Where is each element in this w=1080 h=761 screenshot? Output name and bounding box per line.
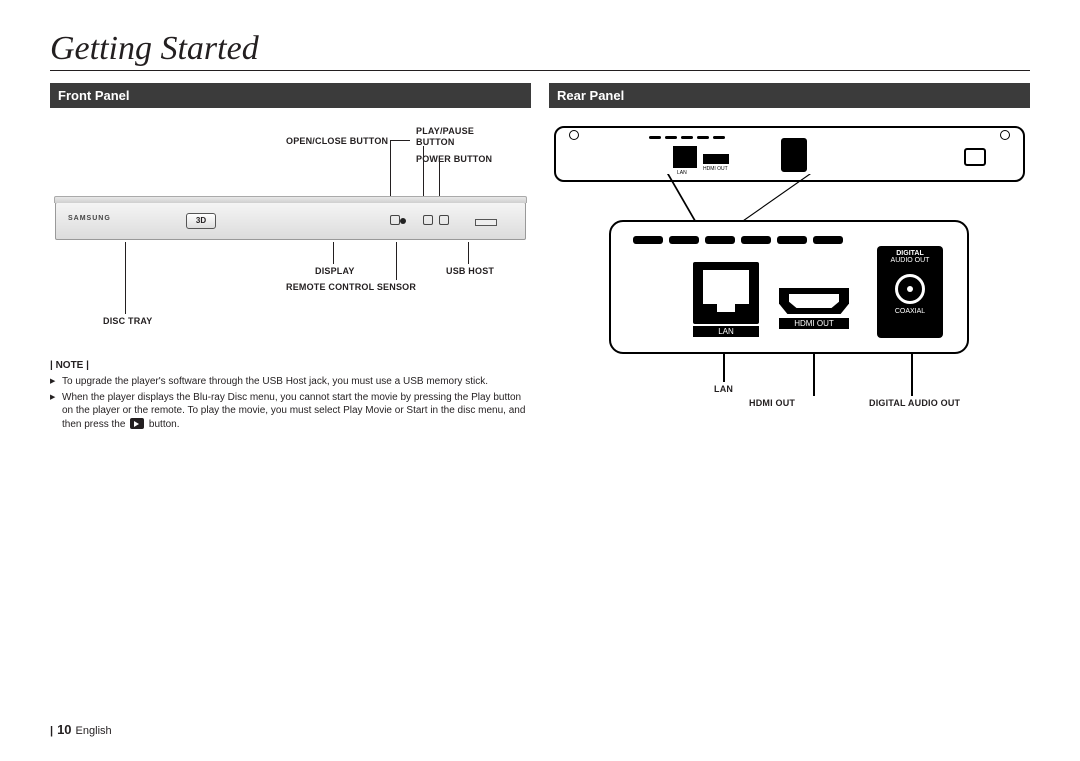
front-panel-diagram: OPEN/CLOSE BUTTON PLAY/PAUSE BUTTON POWE… — [50, 124, 531, 354]
rear-panel-diagram: LAN HDMI OUT LAN HDMI OUT DIGITAL AUD — [549, 124, 1030, 434]
front-panel-column: Front Panel OPEN/CLOSE BUTTON PLAY/PAUSE… — [50, 83, 531, 434]
page-title: Getting Started — [50, 30, 1030, 71]
label-disc-tray: DISC TRAY — [103, 316, 152, 326]
coaxial-jack-icon — [895, 274, 925, 304]
rear-panel-column: Rear Panel LAN HDMI OUT — [549, 83, 1030, 434]
label-open-close: OPEN/CLOSE BUTTON — [286, 136, 388, 146]
lan-port-tag: LAN — [693, 326, 759, 337]
note-heading: | NOTE | — [50, 360, 531, 371]
small-lan-label: LAN — [677, 170, 687, 176]
logo-3d: 3D — [186, 213, 216, 229]
open-close-icon — [390, 215, 400, 225]
label-play-pause-1: PLAY/PAUSE — [416, 126, 474, 136]
screw-icon — [569, 130, 579, 140]
small-audio-port — [781, 138, 807, 172]
hdmi-port-icon — [779, 288, 849, 314]
note-text: To upgrade the player's software through… — [62, 376, 488, 387]
note-item: To upgrade the player's software through… — [50, 375, 531, 389]
small-hdmi-label: HDMI OUT — [703, 166, 728, 172]
audio-label-2: AUDIO OUT — [877, 257, 943, 264]
label-hdmi-out: HDMI OUT — [749, 398, 795, 408]
label-digital-audio-out: DIGITAL AUDIO OUT — [869, 398, 960, 408]
power-icon — [439, 215, 449, 225]
small-lan-port — [673, 146, 697, 168]
label-display: DISPLAY — [315, 266, 355, 276]
lan-port-icon — [693, 262, 759, 324]
front-panel-heading: Front Panel — [50, 83, 531, 108]
ir-sensor-icon — [400, 218, 406, 224]
digital-audio-panel: DIGITAL AUDIO OUT COAXIAL — [877, 246, 943, 338]
page-footer: |10English — [50, 722, 112, 737]
note-item: When the player displays the Blu-ray Dis… — [50, 391, 531, 432]
label-usb-host: USB HOST — [446, 266, 494, 276]
note-list: To upgrade the player's software through… — [50, 375, 531, 431]
small-power-socket — [964, 148, 986, 166]
player-device: SAMSUNG 3D — [55, 202, 526, 240]
page-language: English — [76, 725, 112, 737]
audio-label-3: COAXIAL — [877, 308, 943, 315]
label-remote-sensor: REMOTE CONTROL SENSOR — [286, 282, 416, 292]
label-power: POWER BUTTON — [416, 154, 492, 164]
rear-panel-heading: Rear Panel — [549, 83, 1030, 108]
screw-icon — [1000, 130, 1010, 140]
label-play-pause-2: BUTTON — [416, 137, 455, 147]
hdmi-port-tag: HDMI OUT — [779, 318, 849, 329]
note-text: button. — [146, 419, 179, 430]
small-hdmi-port — [703, 154, 729, 164]
play-pause-icon — [423, 215, 433, 225]
play-button-icon — [130, 418, 144, 429]
audio-label-1: DIGITAL — [877, 246, 943, 257]
usb-slot-icon — [475, 219, 497, 226]
brand-text: SAMSUNG — [68, 215, 111, 222]
label-lan: LAN — [714, 384, 733, 394]
page-number: 10 — [57, 722, 71, 737]
rear-zoom-frame: LAN HDMI OUT DIGITAL AUDIO OUT COAXIAL — [609, 220, 969, 354]
